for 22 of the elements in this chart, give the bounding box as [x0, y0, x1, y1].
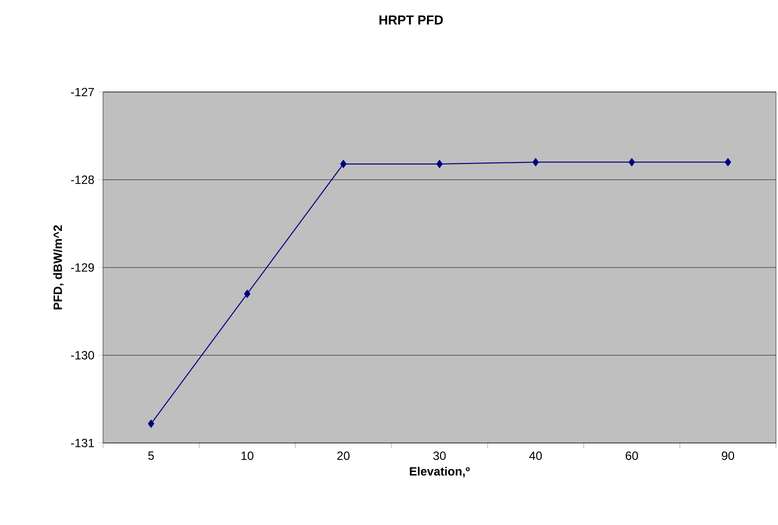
x-axis-title: Elevation,º: [410, 466, 470, 478]
y-tick-label: -131: [71, 438, 94, 448]
point: [436, 160, 443, 168]
point: [244, 290, 250, 298]
point: [340, 160, 346, 168]
point: [148, 420, 154, 428]
x-tick-label: 30: [433, 452, 446, 460]
point: [628, 158, 635, 166]
x-tick-label: 90: [722, 452, 734, 460]
y-tick-label: -130: [71, 351, 94, 360]
x-tick-label: 5: [148, 452, 154, 460]
chart-title: HRPT PFD: [379, 16, 443, 24]
x-tick-label: 60: [626, 452, 638, 460]
point: [532, 158, 539, 166]
x-tick-label: 10: [241, 452, 254, 460]
y-axis-title: PFD, dBW/m^2: [53, 225, 64, 310]
point: [724, 158, 732, 166]
y-tick-label: -129: [71, 263, 94, 272]
x-tick-label: 40: [529, 452, 542, 460]
y-tick-label: -128: [71, 176, 94, 184]
x-tick-label: 20: [337, 452, 350, 460]
y-tick-label: -127: [71, 88, 94, 96]
